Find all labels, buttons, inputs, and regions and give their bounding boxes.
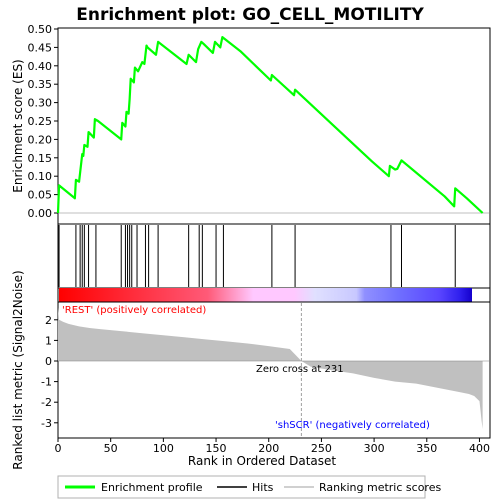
hits-panel-frame [57, 223, 491, 289]
ranking-metric-area [58, 307, 490, 429]
x-axis-ticks: 0 50 100 150 200 250 300 350 400 [55, 438, 490, 455]
positive-label: 'REST' (positively correlated) [62, 305, 206, 316]
es-y-tick-label-5: 0.25 [28, 115, 53, 128]
es-y-tick-label-10: 0.50 [28, 23, 53, 36]
legend-entry-enrichment: Enrichment profile [101, 481, 203, 494]
x-tick-label-1: 50 [104, 442, 118, 455]
ranking-metric-fill [58, 307, 483, 429]
es-y-tick-label-3: 0.15 [28, 152, 53, 165]
y-axis-label-bottom: Ranked list metric (Signal2Noise) [11, 270, 25, 469]
es-y-tick-label-6: 0.30 [28, 97, 53, 110]
x-tick-label-5: 250 [311, 442, 332, 455]
zero-cross-label: Zero cross at 231 [256, 364, 344, 375]
enrichment-profile-line [56, 35, 484, 214]
x-tick-label-2: 100 [153, 442, 174, 455]
es-y-tick-label-2: 0.10 [28, 170, 53, 183]
x-tick-label-6: 300 [364, 442, 385, 455]
metric-y-tick-label-0: -3 [41, 417, 52, 430]
es-y-tick-label-1: 0.05 [28, 189, 53, 202]
legend-entry-metric: Ranking metric scores [319, 481, 441, 494]
x-tick-label-4: 200 [258, 442, 279, 455]
metric-y-tick-label-5: 2 [45, 314, 52, 327]
chart-title: Enrichment plot: GO_CELL_MOTILITY [76, 5, 424, 25]
x-tick-label-8: 400 [469, 442, 490, 455]
metric-y-tick-label-3: 0 [45, 355, 52, 368]
x-axis-label: Rank in Ordered Dataset [188, 454, 336, 468]
y-axis-label-top: Enrichment score (ES) [11, 59, 25, 192]
es-y-tick-label-4: 0.20 [28, 133, 53, 146]
x-tick-label-3: 150 [206, 442, 227, 455]
metric-axis-ticks: -3 -2 -1 0 1 2 [41, 314, 58, 430]
metric-y-tick-label-4: 1 [45, 334, 52, 347]
rank-color-bar-fill [59, 288, 472, 302]
es-panel-frame [57, 27, 491, 225]
legend-entry-hits: Hits [252, 481, 274, 494]
es-axis-ticks: 0.00 0.05 0.10 0.15 0.20 0.25 0.30 0.35 0.40 0.45… [28, 23, 58, 220]
metric-y-tick-label-2: -1 [41, 376, 52, 389]
hit-marks [58, 225, 456, 287]
metric-y-tick-label-1: -2 [41, 396, 52, 409]
es-y-tick-label-9: 0.45 [28, 41, 53, 54]
es-y-tick-label-8: 0.40 [28, 60, 53, 73]
negative-label: 'shSCR' (negatively correlated) [275, 420, 430, 431]
es-y-tick-label-0: 0.00 [28, 207, 53, 220]
es-y-tick-label-7: 0.35 [28, 78, 53, 91]
legend: Enrichment profile Hits Ranking metric s… [57, 475, 441, 499]
x-tick-label-7: 350 [416, 442, 437, 455]
x-tick-label-0: 0 [55, 442, 62, 455]
enrichment-profile [56, 35, 490, 214]
